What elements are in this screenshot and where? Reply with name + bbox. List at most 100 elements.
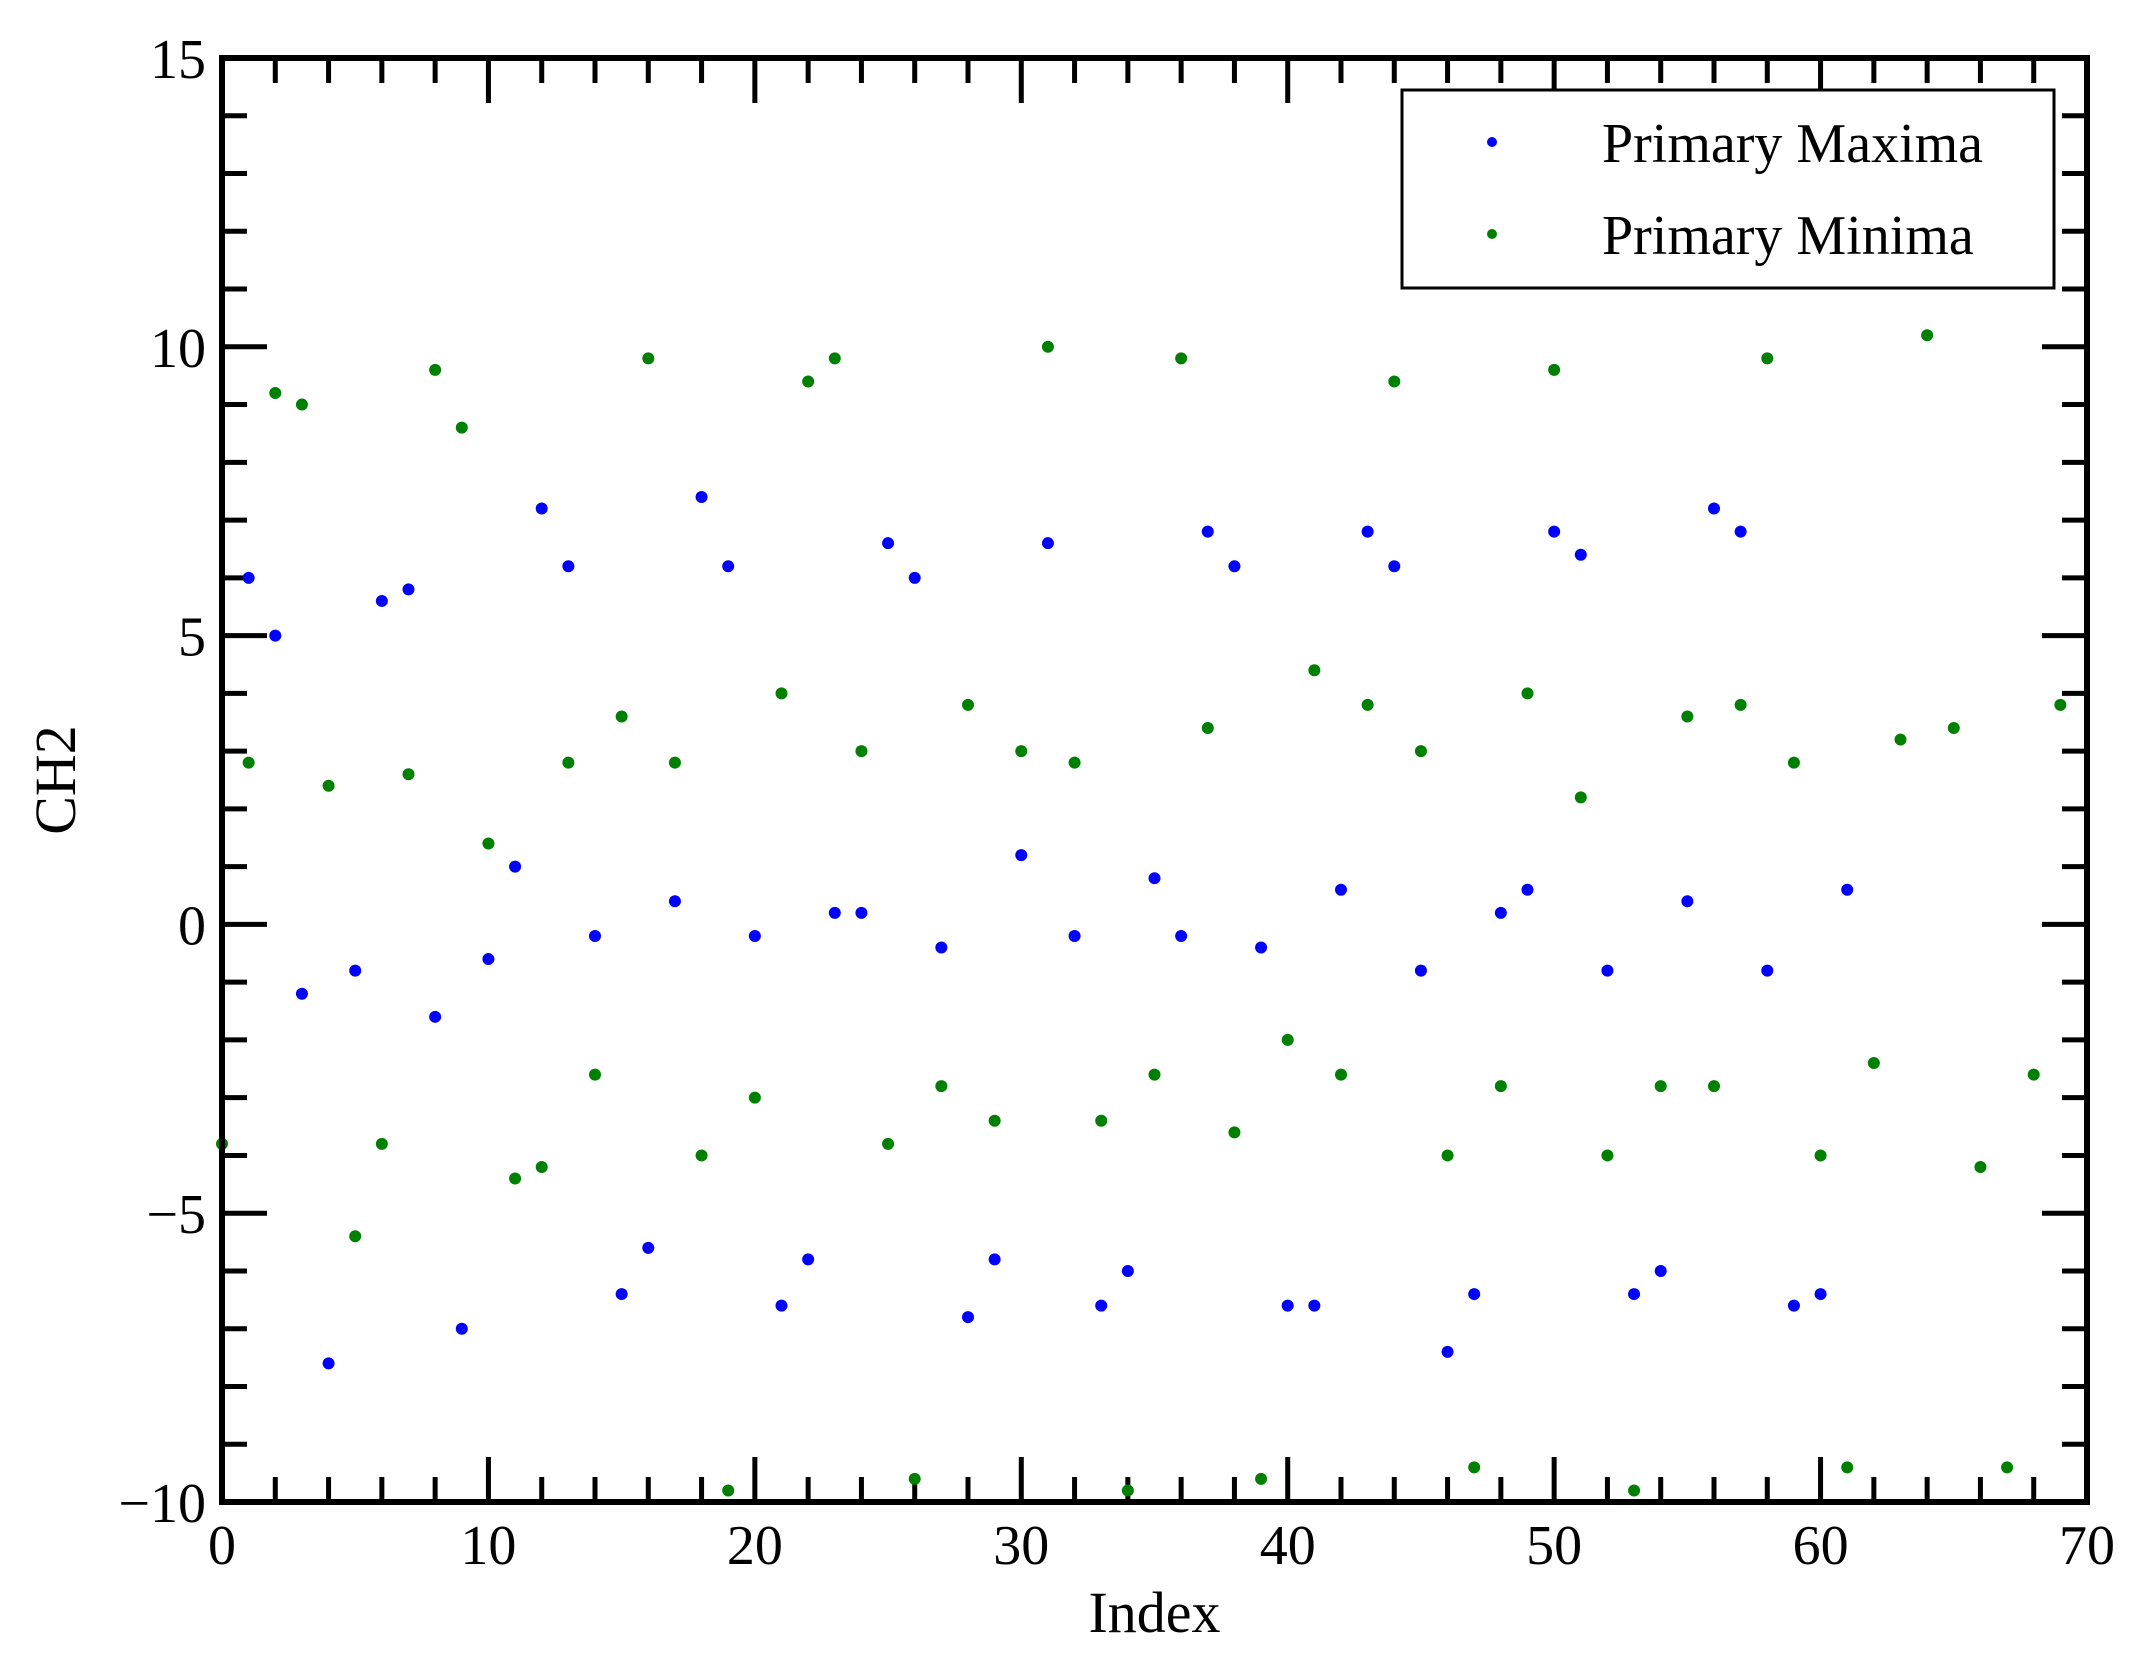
data-point	[668, 895, 681, 908]
data-point	[1255, 1472, 1268, 1485]
data-point	[1841, 883, 1854, 896]
data-point	[295, 987, 308, 1000]
data-point	[1121, 1264, 1134, 1277]
data-point	[1308, 664, 1321, 677]
x-tick-label: 40	[1260, 1515, 1316, 1577]
data-point	[1574, 791, 1587, 804]
y-tick-label: 15	[150, 29, 206, 91]
data-point	[828, 906, 841, 919]
data-point	[1921, 329, 1934, 342]
data-point	[1867, 1057, 1880, 1070]
data-point	[535, 1160, 548, 1173]
data-point	[1494, 906, 1507, 919]
data-point	[562, 756, 575, 769]
y-tick-labels: −10 −5 0 5 10 15	[118, 29, 206, 1535]
data-point	[455, 421, 468, 434]
data-point	[1255, 941, 1268, 954]
data-point	[748, 1091, 761, 1104]
data-point	[748, 929, 761, 942]
data-point	[429, 1010, 442, 1023]
x-tick-label: 50	[1526, 1515, 1582, 1577]
x-tick-labels: 0 10 20 30 40 50 60 70	[208, 1515, 2115, 1577]
y-tick-label: −5	[146, 1184, 206, 1246]
data-point	[882, 537, 895, 550]
data-point	[375, 1137, 388, 1150]
data-point	[1095, 1114, 1108, 1127]
data-point	[1894, 733, 1907, 746]
data-point	[1414, 745, 1427, 758]
legend-label-primary-minima: Primary Minima	[1602, 205, 1974, 267]
data-point	[455, 1322, 468, 1335]
data-point	[722, 1484, 735, 1497]
data-point	[935, 941, 948, 954]
data-points	[216, 329, 2067, 1497]
data-point	[1841, 1461, 1854, 1474]
data-point	[1281, 1033, 1294, 1046]
data-point	[988, 1114, 1001, 1127]
data-point	[1468, 1461, 1481, 1474]
legend: Primary Maxima Primary Minima	[1400, 88, 2056, 290]
plot-frame	[219, 55, 2090, 1505]
data-point	[1361, 525, 1374, 538]
data-point	[1494, 1080, 1507, 1093]
data-point	[375, 594, 388, 607]
data-point	[1441, 1345, 1454, 1358]
data-point	[1175, 929, 1188, 942]
data-point	[1068, 756, 1081, 769]
data-point	[1521, 687, 1534, 700]
data-point	[1228, 560, 1241, 573]
data-point	[1628, 1288, 1641, 1301]
data-point	[429, 363, 442, 376]
data-point	[1441, 1149, 1454, 1162]
data-point	[908, 571, 921, 584]
data-point	[1787, 1299, 1800, 1312]
data-point	[509, 1172, 522, 1185]
data-point	[1574, 548, 1587, 561]
data-point	[1335, 883, 1347, 896]
data-point	[1361, 698, 1374, 711]
data-point	[562, 560, 575, 573]
data-point	[1468, 1288, 1481, 1301]
data-point	[1228, 1126, 1241, 1139]
data-point	[828, 352, 841, 365]
data-point	[1068, 929, 1081, 942]
data-point	[962, 698, 974, 711]
data-point	[1015, 849, 1028, 862]
data-point	[1201, 722, 1214, 735]
y-tick-label: 5	[178, 607, 206, 669]
data-point	[1654, 1080, 1667, 1093]
data-point	[775, 687, 788, 700]
data-point	[242, 756, 255, 769]
data-point	[1041, 537, 1054, 550]
data-point	[882, 1137, 895, 1150]
data-point	[855, 745, 868, 758]
data-point	[1974, 1160, 1987, 1173]
data-point	[2001, 1461, 2014, 1474]
data-point	[802, 375, 815, 388]
data-point	[322, 779, 335, 792]
y-tick-label: 10	[150, 318, 206, 380]
data-point	[722, 560, 735, 573]
data-point	[615, 1288, 628, 1301]
data-point	[1601, 1149, 1614, 1162]
data-point	[1388, 375, 1401, 388]
data-point	[1308, 1299, 1321, 1312]
data-point	[402, 583, 415, 596]
data-point	[1787, 756, 1800, 769]
y-axis-label: CH2	[23, 725, 88, 835]
data-point	[615, 710, 628, 723]
data-point	[1388, 560, 1401, 573]
data-point	[269, 387, 282, 400]
data-point	[402, 768, 415, 781]
data-point	[1548, 525, 1561, 538]
data-point	[1814, 1149, 1827, 1162]
data-point	[1708, 502, 1720, 515]
data-point	[1814, 1288, 1827, 1301]
data-point	[1548, 363, 1561, 376]
data-point	[695, 1149, 708, 1162]
data-point	[535, 502, 548, 515]
x-tick-label: 70	[2059, 1515, 2115, 1577]
data-point	[695, 490, 708, 503]
data-point	[1414, 964, 1427, 977]
data-point	[482, 837, 495, 850]
